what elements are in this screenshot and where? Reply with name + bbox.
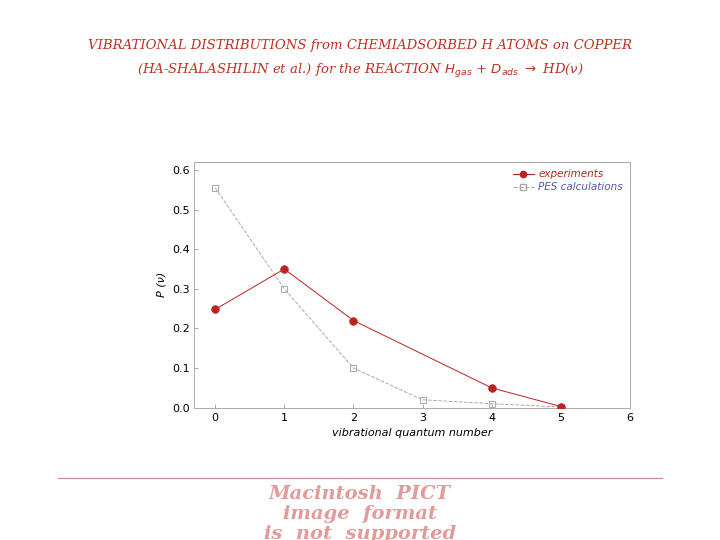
Y-axis label: P (ν): P (ν) bbox=[156, 272, 166, 298]
Text: is  not  supported: is not supported bbox=[264, 524, 456, 540]
X-axis label: vibrational quantum number: vibrational quantum number bbox=[332, 428, 492, 438]
Text: image  format: image format bbox=[283, 505, 437, 523]
Text: (HA-SHALASHILIN et al.) for the REACTION $H_{gas}$ + $D_{ads}$ $\rightarrow$ HD(: (HA-SHALASHILIN et al.) for the REACTION… bbox=[137, 62, 583, 80]
Text: Macintosh  PICT: Macintosh PICT bbox=[269, 485, 451, 503]
Legend: experiments, PES calculations: experiments, PES calculations bbox=[511, 167, 625, 194]
Text: VIBRATIONAL DISTRIBUTIONS from CHEMIADSORBED H ATOMS on COPPER: VIBRATIONAL DISTRIBUTIONS from CHEMIADSO… bbox=[88, 39, 632, 52]
